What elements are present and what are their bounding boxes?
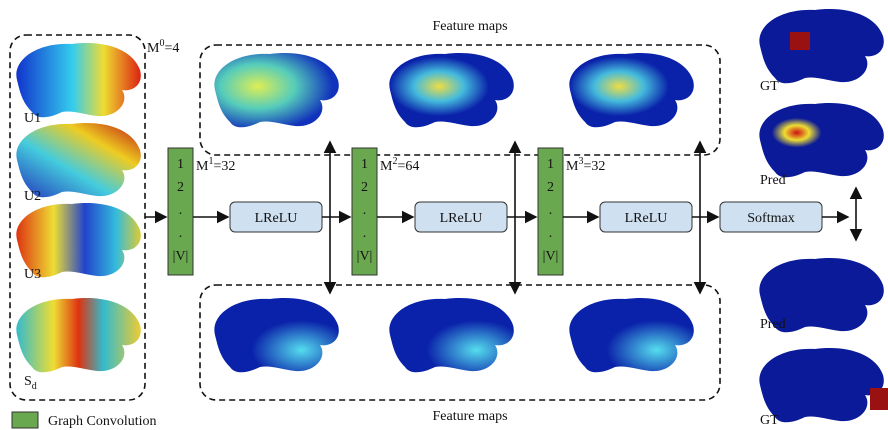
softmax: Softmax (747, 211, 794, 226)
value: =64 (397, 159, 419, 174)
feature-label: U3 (24, 267, 41, 282)
vertex-index: |V| (173, 249, 189, 264)
activation: LReLU (625, 211, 668, 226)
result-label: GT (760, 413, 779, 428)
vertex-index: |V| (543, 249, 559, 264)
vertex-index: . (179, 226, 183, 241)
feature-name: U1 (24, 111, 41, 126)
channel-label: M0=4 (147, 38, 179, 56)
result-label: Pred (760, 173, 786, 188)
vertex-index: 2 (177, 180, 184, 195)
feature-name: S (24, 374, 32, 389)
vertex-index: 2 (547, 180, 554, 195)
vertex-index: . (549, 226, 553, 241)
diagram: M0=4U1U2U3SdFeature mapsFeature mapsM1=3… (0, 0, 888, 430)
value: =32 (213, 159, 235, 174)
feature-name: U3 (24, 267, 41, 282)
feature-label: U1 (24, 111, 41, 126)
feature-name: U2 (24, 189, 41, 204)
vertex-index: 1 (547, 157, 554, 172)
feature-maps-title: Feature maps (432, 19, 507, 34)
vertex-index: . (363, 203, 367, 218)
channel-label: M3=32 (566, 156, 605, 174)
vertex-index: 1 (361, 157, 368, 172)
subscript: d (32, 381, 37, 392)
channel-label: M1=32 (196, 156, 235, 174)
channel-label: M2=64 (380, 156, 419, 174)
symbol: M (380, 159, 393, 174)
value: =4 (164, 41, 179, 56)
vertex-index: 1 (177, 157, 184, 172)
vertex-index: . (363, 226, 367, 241)
feature-label: U2 (24, 189, 41, 204)
activation: LReLU (440, 211, 483, 226)
legend-label: Graph Convolution (48, 414, 157, 429)
symbol: M (147, 41, 160, 56)
vertex-index: 2 (361, 180, 368, 195)
vertex-index: |V| (357, 249, 373, 264)
result-label: Pred (760, 317, 786, 332)
result-label: GT (760, 79, 779, 94)
feature-maps-title: Feature maps (432, 409, 507, 424)
vertex-index: . (179, 203, 183, 218)
symbol: M (566, 159, 579, 174)
feature-label: Sd (24, 374, 37, 392)
vertex-index: . (549, 203, 553, 218)
activation: LReLU (255, 211, 298, 226)
value: =32 (583, 159, 605, 174)
symbol: M (196, 159, 209, 174)
